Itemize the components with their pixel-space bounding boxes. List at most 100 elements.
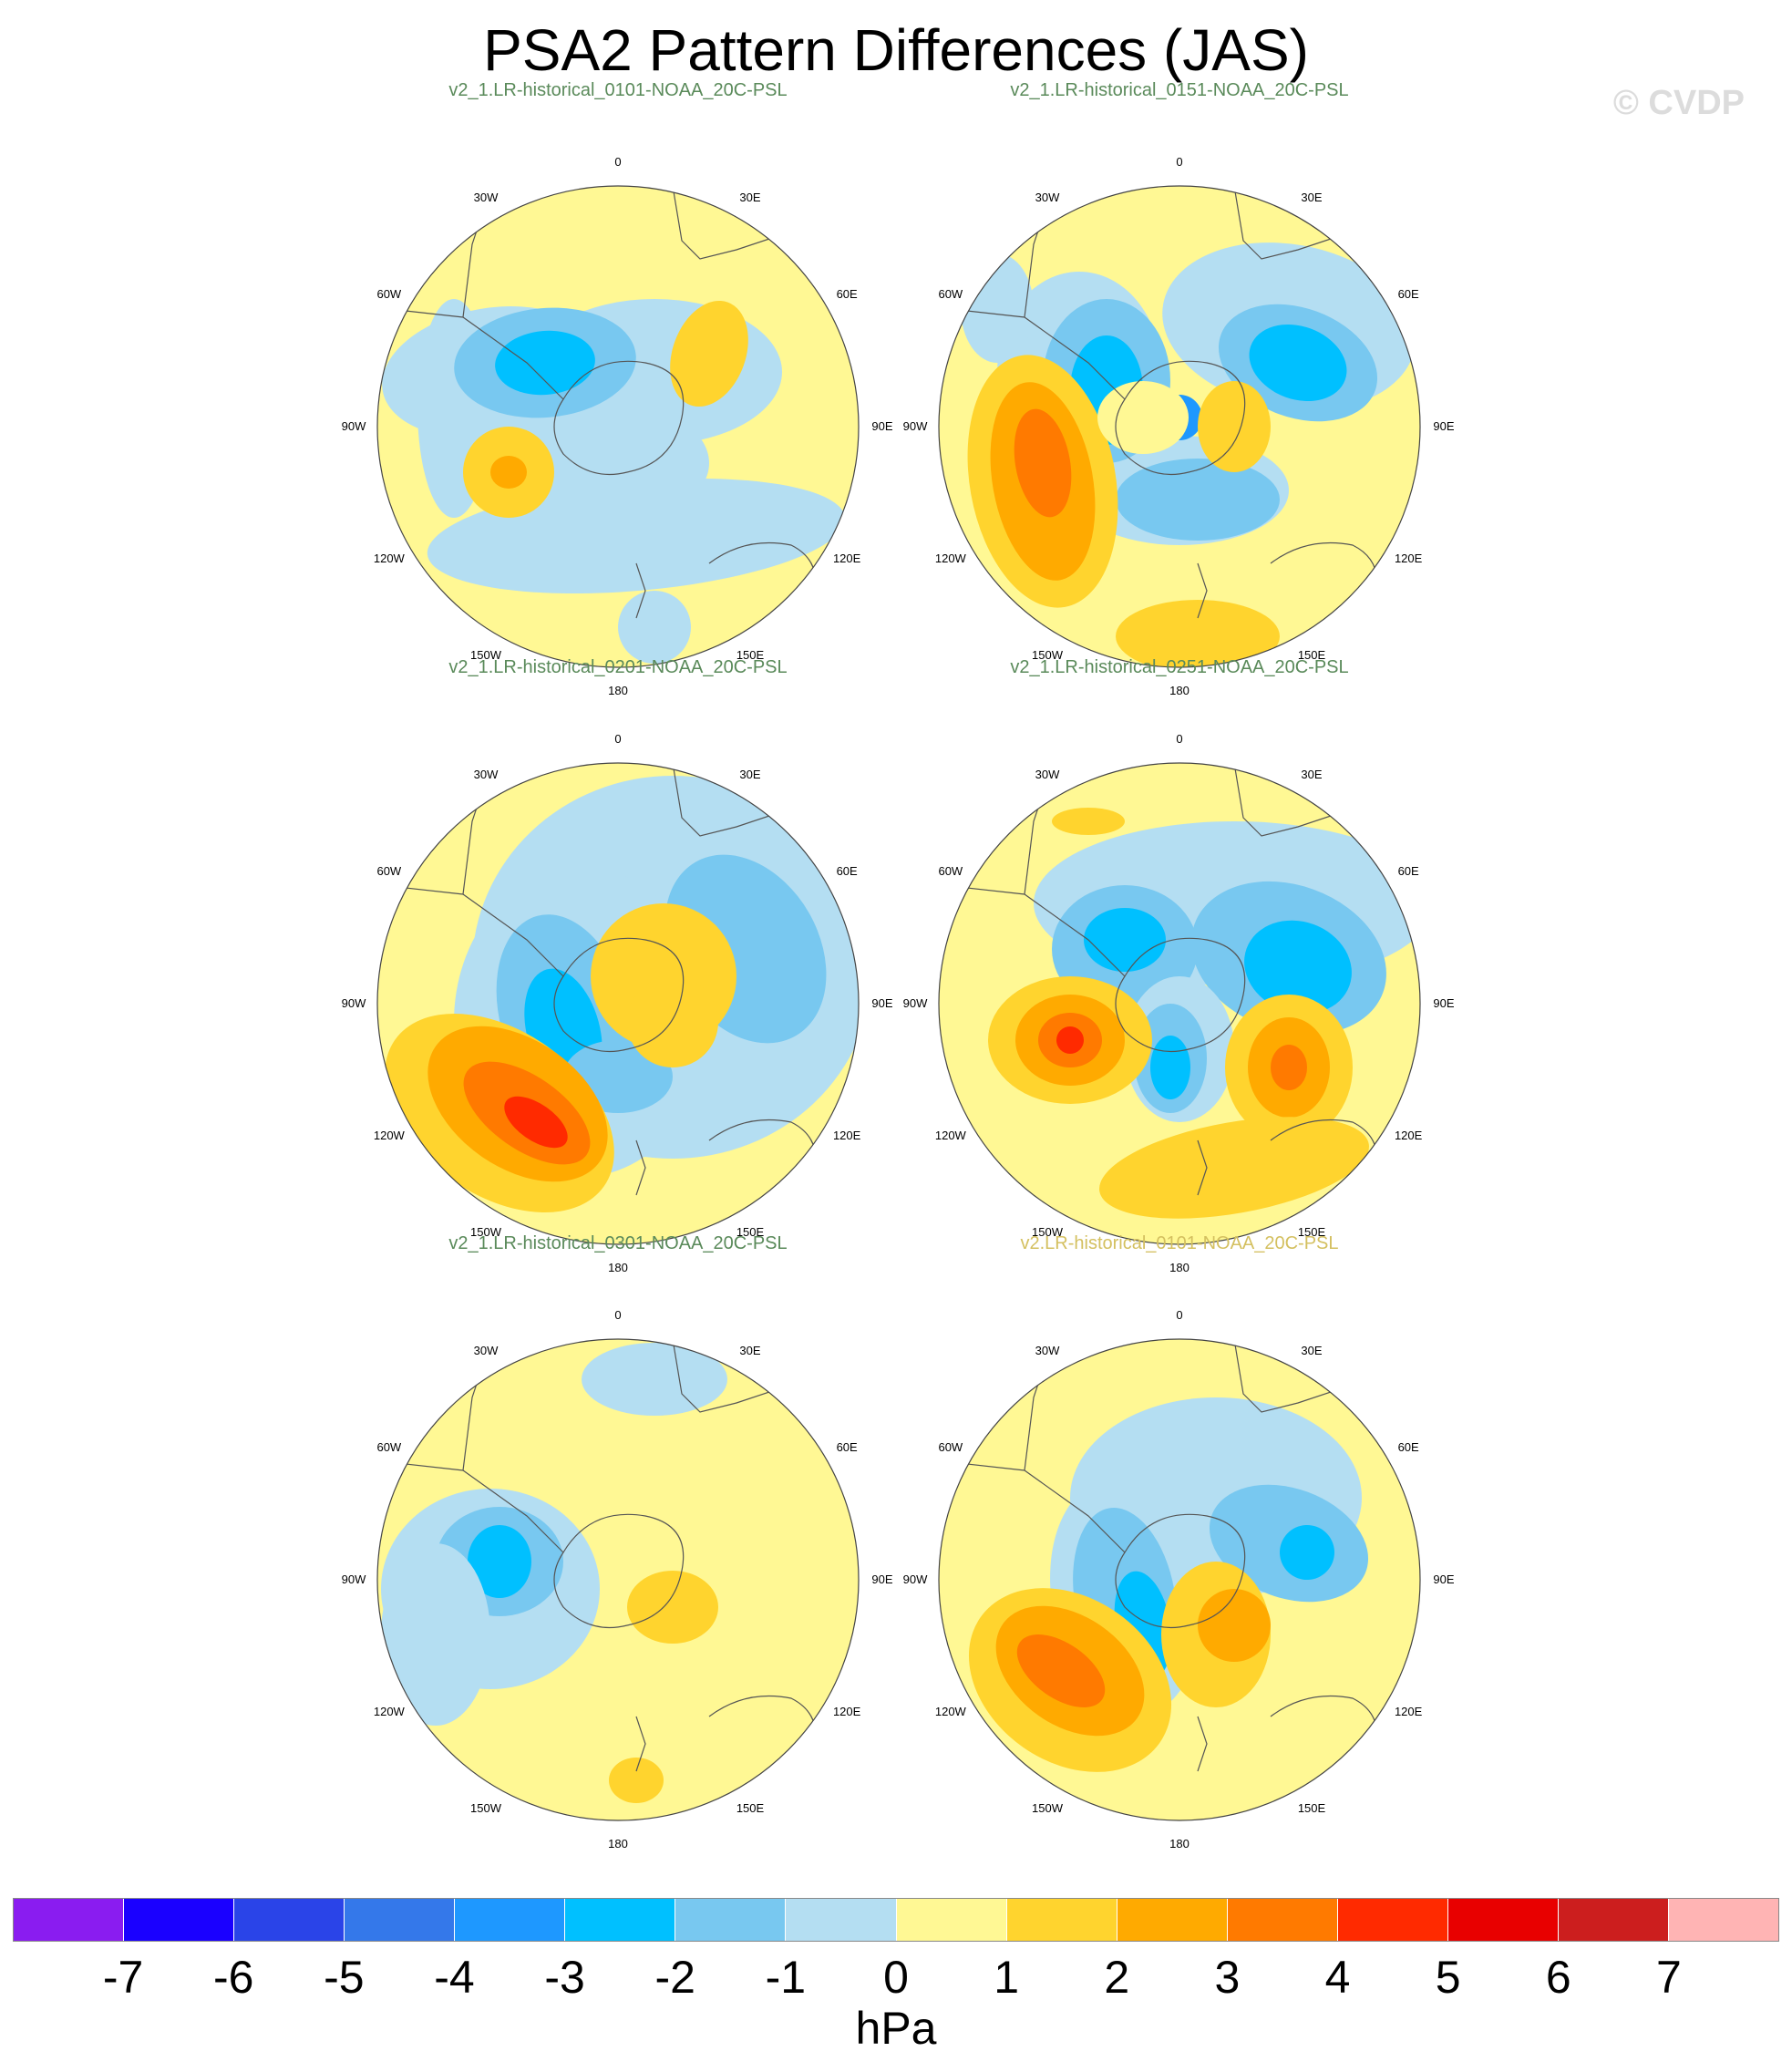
longitude-label: 60W xyxy=(376,287,402,301)
contour-region xyxy=(1244,920,1352,1015)
longitude-label: 150E xyxy=(736,1225,765,1240)
panel-title: v2_1.LR-historical_0101-NOAA_20C-PSL xyxy=(448,80,788,100)
colorbar xyxy=(13,1898,1779,1942)
longitude-label: 60E xyxy=(1397,287,1419,301)
longitude-label: 30W xyxy=(473,1343,499,1357)
map-border xyxy=(376,1338,860,1821)
contour-region xyxy=(1097,381,1189,454)
longitude-label: 150W xyxy=(470,1225,501,1240)
longitude-label: 0 xyxy=(614,1308,622,1322)
longitude-label: 120E xyxy=(1394,1705,1423,1718)
longitude-label: 90W xyxy=(902,419,928,433)
colorbar-swatch xyxy=(1558,1899,1669,1941)
contour-region xyxy=(1116,600,1280,667)
longitude-label: 150W xyxy=(1032,1801,1063,1816)
longitude-label: 120W xyxy=(373,552,405,565)
contour-region xyxy=(1052,808,1125,835)
coastline xyxy=(1115,937,1246,1053)
contour-region xyxy=(582,1343,727,1416)
contour-region xyxy=(1249,324,1347,402)
contour-region xyxy=(670,300,748,407)
longitude-label: 0 xyxy=(614,732,622,746)
longitude-label: 30E xyxy=(739,190,761,204)
colorbar-tick-label: 3 xyxy=(1214,1952,1241,2003)
longitude-label: 60E xyxy=(1397,864,1419,878)
colorbar-units: hPa xyxy=(855,2003,937,2054)
longitude-label: 60W xyxy=(938,287,963,301)
longitude-label: 0 xyxy=(1176,155,1183,169)
contour-region xyxy=(1116,459,1280,541)
colorbar-tick-label: -7 xyxy=(102,1952,144,2003)
coastline xyxy=(553,937,685,1053)
contour-region xyxy=(1198,1589,1271,1662)
contour-region xyxy=(504,1096,568,1149)
longitude-label: 120E xyxy=(1394,1129,1423,1142)
contour-region xyxy=(495,330,595,396)
polar-map xyxy=(938,1338,1421,1821)
contour-region xyxy=(627,1571,718,1644)
longitude-label: 30W xyxy=(473,767,499,781)
longitude-label: 30E xyxy=(1301,190,1323,204)
longitude-label: 180 xyxy=(1169,1261,1190,1274)
contour-region xyxy=(1280,1525,1334,1580)
contour-region xyxy=(1084,908,1166,972)
longitude-label: 150E xyxy=(1297,648,1326,663)
colorbar-swatch xyxy=(675,1899,787,1941)
coastline xyxy=(1233,1339,1354,1413)
colorbar-tick-label: 7 xyxy=(1655,1952,1682,2003)
longitude-label: 120E xyxy=(832,1129,861,1142)
map-border xyxy=(938,1338,1421,1821)
colorbar-swatch xyxy=(1668,1899,1778,1941)
longitude-label: 150W xyxy=(1032,1225,1063,1240)
colorbar-swatch xyxy=(786,1899,897,1941)
longitude-label: 60W xyxy=(938,864,963,878)
coastline xyxy=(672,763,792,837)
longitude-label: 90W xyxy=(902,1572,928,1586)
longitude-label: 90W xyxy=(341,419,366,433)
colorbar-tick-label: -4 xyxy=(434,1952,475,2003)
longitude-label: 90E xyxy=(1433,419,1455,433)
longitude-label: 120W xyxy=(934,552,966,565)
contour-region xyxy=(1056,1026,1084,1054)
colorbar-swatch xyxy=(1006,1899,1117,1941)
longitude-label: 120W xyxy=(934,1705,966,1718)
colorbar-swatch xyxy=(124,1899,235,1941)
longitude-label: 60E xyxy=(1397,1440,1419,1454)
contour-region xyxy=(1271,1045,1307,1090)
longitude-label: 120E xyxy=(832,552,861,565)
colorbar-tick-label: 6 xyxy=(1545,1952,1571,2003)
longitude-label: 120E xyxy=(1394,552,1423,565)
longitude-label: 30E xyxy=(739,1343,761,1357)
contour-region xyxy=(618,591,691,664)
longitude-label: 30E xyxy=(1301,1343,1323,1357)
colorbar-tick-label: 2 xyxy=(1104,1952,1130,2003)
colorbar-swatch xyxy=(14,1899,125,1941)
colorbar-tick-label: -5 xyxy=(324,1952,365,2003)
contour-region xyxy=(1198,381,1271,472)
colorbar-tick-label: 1 xyxy=(994,1952,1020,2003)
coastline xyxy=(672,1339,792,1413)
map-border xyxy=(376,762,860,1245)
polar-map xyxy=(376,185,860,668)
longitude-label: 0 xyxy=(1176,1308,1183,1322)
colorbar-swatch xyxy=(1447,1899,1559,1941)
coastline xyxy=(553,1513,685,1629)
longitude-label: 90W xyxy=(902,996,928,1010)
longitude-label: 0 xyxy=(614,155,622,169)
panel-title: v2_1.LR-historical_0201-NOAA_20C-PSL xyxy=(448,657,788,677)
longitude-label: 90E xyxy=(871,1572,893,1586)
longitude-label: 150W xyxy=(470,1801,501,1816)
longitude-label: 60W xyxy=(376,1440,402,1454)
colorbar-swatch xyxy=(455,1899,566,1941)
longitude-label: 90E xyxy=(871,996,893,1010)
coastline xyxy=(672,186,792,260)
longitude-label: 30W xyxy=(1035,1343,1060,1357)
longitude-label: 180 xyxy=(608,1261,628,1274)
longitude-label: 90W xyxy=(341,996,366,1010)
longitude-label: 60W xyxy=(938,1440,963,1454)
longitude-label: 150E xyxy=(1297,1225,1326,1240)
coastline xyxy=(1233,186,1354,260)
longitude-label: 180 xyxy=(1169,1837,1190,1851)
coastline xyxy=(553,360,685,476)
longitude-label: 120W xyxy=(373,1129,405,1142)
